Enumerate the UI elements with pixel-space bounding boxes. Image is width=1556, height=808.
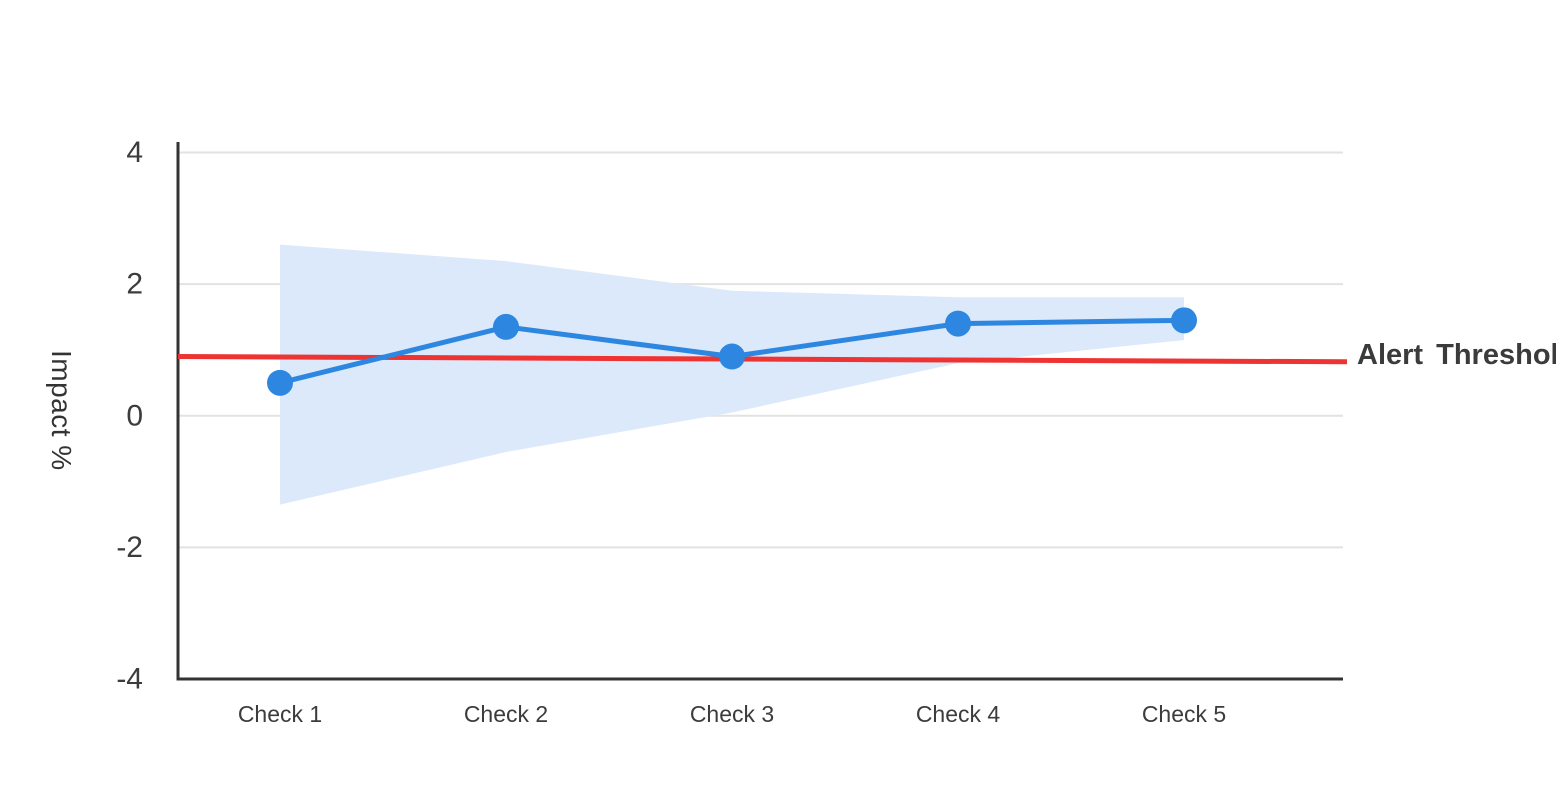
data-point-marker-2 [719, 343, 745, 370]
data-point-marker-1 [493, 313, 519, 340]
x-tick-label-4: Check 5 [1142, 701, 1226, 727]
y-tick-label-0: 0 [126, 399, 143, 432]
y-tick-label-4: 4 [126, 136, 143, 169]
y-axis-title: Impact % [46, 350, 77, 471]
y-tick-label-2: 2 [126, 268, 143, 301]
x-tick-label-3: Check 4 [916, 701, 1001, 727]
data-point-marker-3 [945, 310, 971, 337]
x-tick-label-2: Check 3 [690, 701, 774, 727]
x-tick-label-0: Check 1 [238, 701, 322, 727]
confidence-band [280, 244, 1184, 505]
x-tick-label-1: Check 2 [464, 701, 548, 727]
data-point-marker-4 [1171, 307, 1197, 334]
threshold-label: Alert Threshold [1357, 339, 1556, 371]
y-tick-label--2: -2 [116, 531, 143, 564]
y-tick-label--4: -4 [116, 663, 143, 696]
data-point-marker-0 [267, 369, 293, 396]
